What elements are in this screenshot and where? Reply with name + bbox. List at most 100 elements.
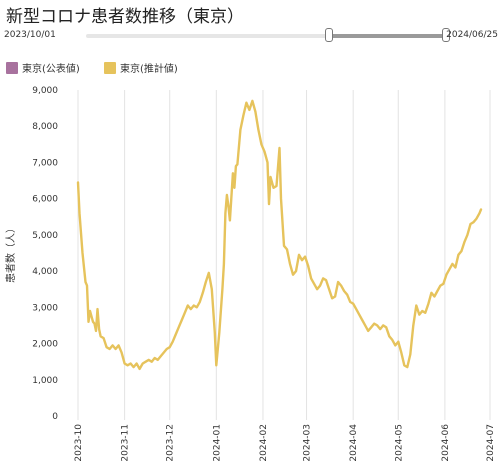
data-point: [421, 310, 423, 312]
data-point: [418, 313, 420, 316]
data-point: [148, 359, 150, 361]
data-point: [87, 321, 90, 323]
data-point: [319, 285, 321, 287]
data-point: [283, 245, 285, 247]
data-point: [307, 265, 309, 267]
data-point: [278, 147, 281, 149]
x-tick-label: 2024-03: [303, 424, 313, 462]
data-point: [178, 326, 180, 328]
data-point: [199, 301, 201, 303]
y-tick-label: 6,000: [32, 195, 58, 205]
legend-item-published[interactable]: 東京(公表値): [6, 60, 80, 75]
y-tick-label: 2,000: [32, 340, 58, 350]
data-point: [193, 304, 195, 307]
range-slider-selection[interactable]: [328, 34, 448, 38]
range-slider-end-handle[interactable]: [442, 28, 450, 42]
data-point: [211, 288, 213, 290]
data-point: [233, 187, 235, 189]
y-tick-label: 4,000: [32, 267, 58, 277]
data-point: [163, 352, 165, 354]
x-tick-label: 2023-12: [166, 424, 176, 462]
x-tick-label: 2024-01: [212, 424, 222, 462]
data-point: [376, 324, 378, 327]
y-axis-ticks: 0 1,000 2,000 3,000 4,000 5,000 6,000 7,000 8,00…: [32, 86, 58, 422]
data-point: [257, 129, 260, 131]
data-point: [412, 324, 414, 327]
data-point: [226, 194, 228, 196]
data-point: [208, 272, 210, 274]
data-point: [124, 362, 126, 365]
data-point: [102, 337, 105, 339]
data-point: [445, 274, 447, 276]
data-point: [391, 339, 393, 341]
data-point: [331, 297, 333, 299]
data-point: [298, 254, 300, 256]
data-point: [388, 335, 390, 337]
y-tick-label: 5,000: [32, 231, 58, 241]
data-point: [373, 323, 375, 325]
data-point: [218, 332, 220, 334]
data-point: [370, 326, 372, 328]
data-point: [295, 270, 297, 272]
data-point: [268, 203, 270, 205]
data-point: [160, 355, 162, 357]
data-point: [322, 277, 324, 279]
legend-label-estimated: 東京(推計値): [120, 64, 178, 75]
data-point: [133, 366, 135, 368]
data-point: [415, 304, 417, 307]
data-point: [151, 361, 153, 363]
data-point: [187, 304, 189, 307]
data-point: [358, 313, 360, 316]
data-point: [367, 330, 369, 332]
data-point: [400, 352, 402, 354]
data-point: [111, 344, 114, 346]
data-point: [96, 308, 99, 310]
data-point: [448, 268, 451, 270]
data-point: [427, 303, 429, 305]
data-point: [136, 362, 138, 365]
x-tick-label: 2024-04: [349, 424, 359, 462]
data-point: [355, 308, 357, 310]
data-point: [364, 324, 366, 327]
data-point: [154, 357, 156, 359]
data-point: [472, 221, 475, 223]
data-point: [229, 219, 231, 221]
range-start-label: 2023/10/01: [4, 30, 56, 40]
data-point: [214, 332, 216, 334]
y-tick-label: 0: [52, 412, 58, 422]
data-point: [251, 100, 254, 102]
data-point: [304, 256, 306, 258]
data-point: [397, 341, 399, 343]
range-slider-start-handle[interactable]: [324, 28, 333, 42]
x-tick-label: 2024-07: [486, 424, 496, 462]
data-point: [301, 259, 303, 261]
legend-item-estimated[interactable]: 東京(推計値): [104, 60, 178, 75]
data-point: [166, 348, 168, 350]
data-point: [242, 114, 245, 116]
data-point: [478, 212, 481, 214]
data-point: [232, 172, 234, 174]
series-line-estimated: [76, 99, 483, 371]
data-point: [260, 143, 263, 145]
data-point: [475, 217, 478, 220]
data-point: [245, 102, 248, 104]
data-point: [263, 150, 266, 153]
data-point: [93, 323, 96, 325]
data-point: [78, 212, 81, 214]
data-point: [457, 254, 460, 256]
data-point: [466, 234, 469, 236]
data-point: [451, 263, 454, 265]
data-point: [105, 346, 108, 348]
data-point: [224, 212, 226, 214]
data-point: [409, 353, 411, 356]
data-point: [239, 129, 241, 131]
data-point: [90, 315, 93, 317]
data-point: [424, 312, 426, 314]
data-point: [215, 364, 217, 366]
data-point: [352, 303, 354, 305]
chart-series: [76, 99, 483, 371]
range-slider-track[interactable]: [86, 28, 450, 42]
y-axis-label: 患者数（人）: [4, 223, 17, 283]
data-point: [127, 364, 129, 366]
